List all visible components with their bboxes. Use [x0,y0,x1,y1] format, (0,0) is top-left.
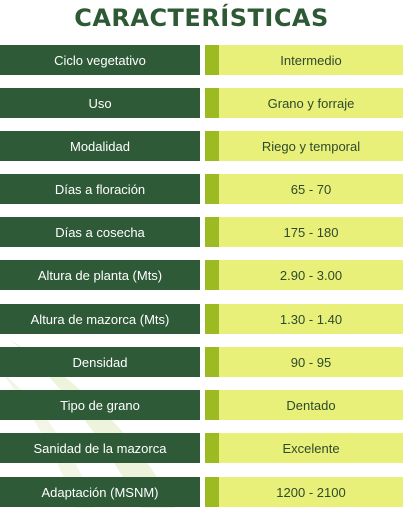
row-accent-bar [205,174,219,204]
row-accent-bar [205,477,219,507]
table-row: Sanidad de la mazorca Excelente [0,433,403,463]
table-row: Días a floración 65 - 70 [0,174,403,204]
row-accent-bar [205,347,219,377]
row-value: 65 - 70 [219,174,403,204]
table-row: Adaptación (MSNM) 1200 - 2100 [0,477,403,507]
row-accent-bar [205,260,219,290]
row-value: 175 - 180 [219,217,403,247]
page-title: CARACTERÍSTICAS [74,4,329,32]
table-row: Uso Grano y forraje [0,88,403,118]
row-accent-bar [205,131,219,161]
row-value: 2.90 - 3.00 [219,260,403,290]
row-accent-bar [205,45,219,75]
row-label: Altura de planta (Mts) [0,260,200,290]
row-label: Uso [0,88,200,118]
row-accent-bar [205,433,219,463]
row-value: Riego y temporal [219,131,403,161]
row-value: 1200 - 2100 [219,477,403,507]
table-row: Altura de mazorca (Mts) 1.30 - 1.40 [0,304,403,334]
row-value: 90 - 95 [219,347,403,377]
row-accent-bar [205,304,219,334]
row-label: Altura de mazorca (Mts) [0,304,200,334]
row-label: Tipo de grano [0,390,200,420]
table-row: Modalidad Riego y temporal [0,131,403,161]
table-row: Tipo de grano Dentado [0,390,403,420]
row-label: Sanidad de la mazorca [0,433,200,463]
row-value: Intermedio [219,45,403,75]
row-value: Grano y forraje [219,88,403,118]
table-row: Densidad 90 - 95 [0,347,403,377]
row-accent-bar [205,217,219,247]
row-label: Días a cosecha [0,217,200,247]
row-value: 1.30 - 1.40 [219,304,403,334]
row-accent-bar [205,390,219,420]
row-value: Excelente [219,433,403,463]
row-accent-bar [205,88,219,118]
table-row: Días a cosecha 175 - 180 [0,217,403,247]
row-label: Modalidad [0,131,200,161]
table-row: Ciclo vegetativo Intermedio [0,45,403,75]
table-row: Altura de planta (Mts) 2.90 - 3.00 [0,260,403,290]
row-value: Dentado [219,390,403,420]
row-label: Días a floración [0,174,200,204]
row-label: Densidad [0,347,200,377]
row-label: Ciclo vegetativo [0,45,200,75]
row-label: Adaptación (MSNM) [0,477,200,507]
